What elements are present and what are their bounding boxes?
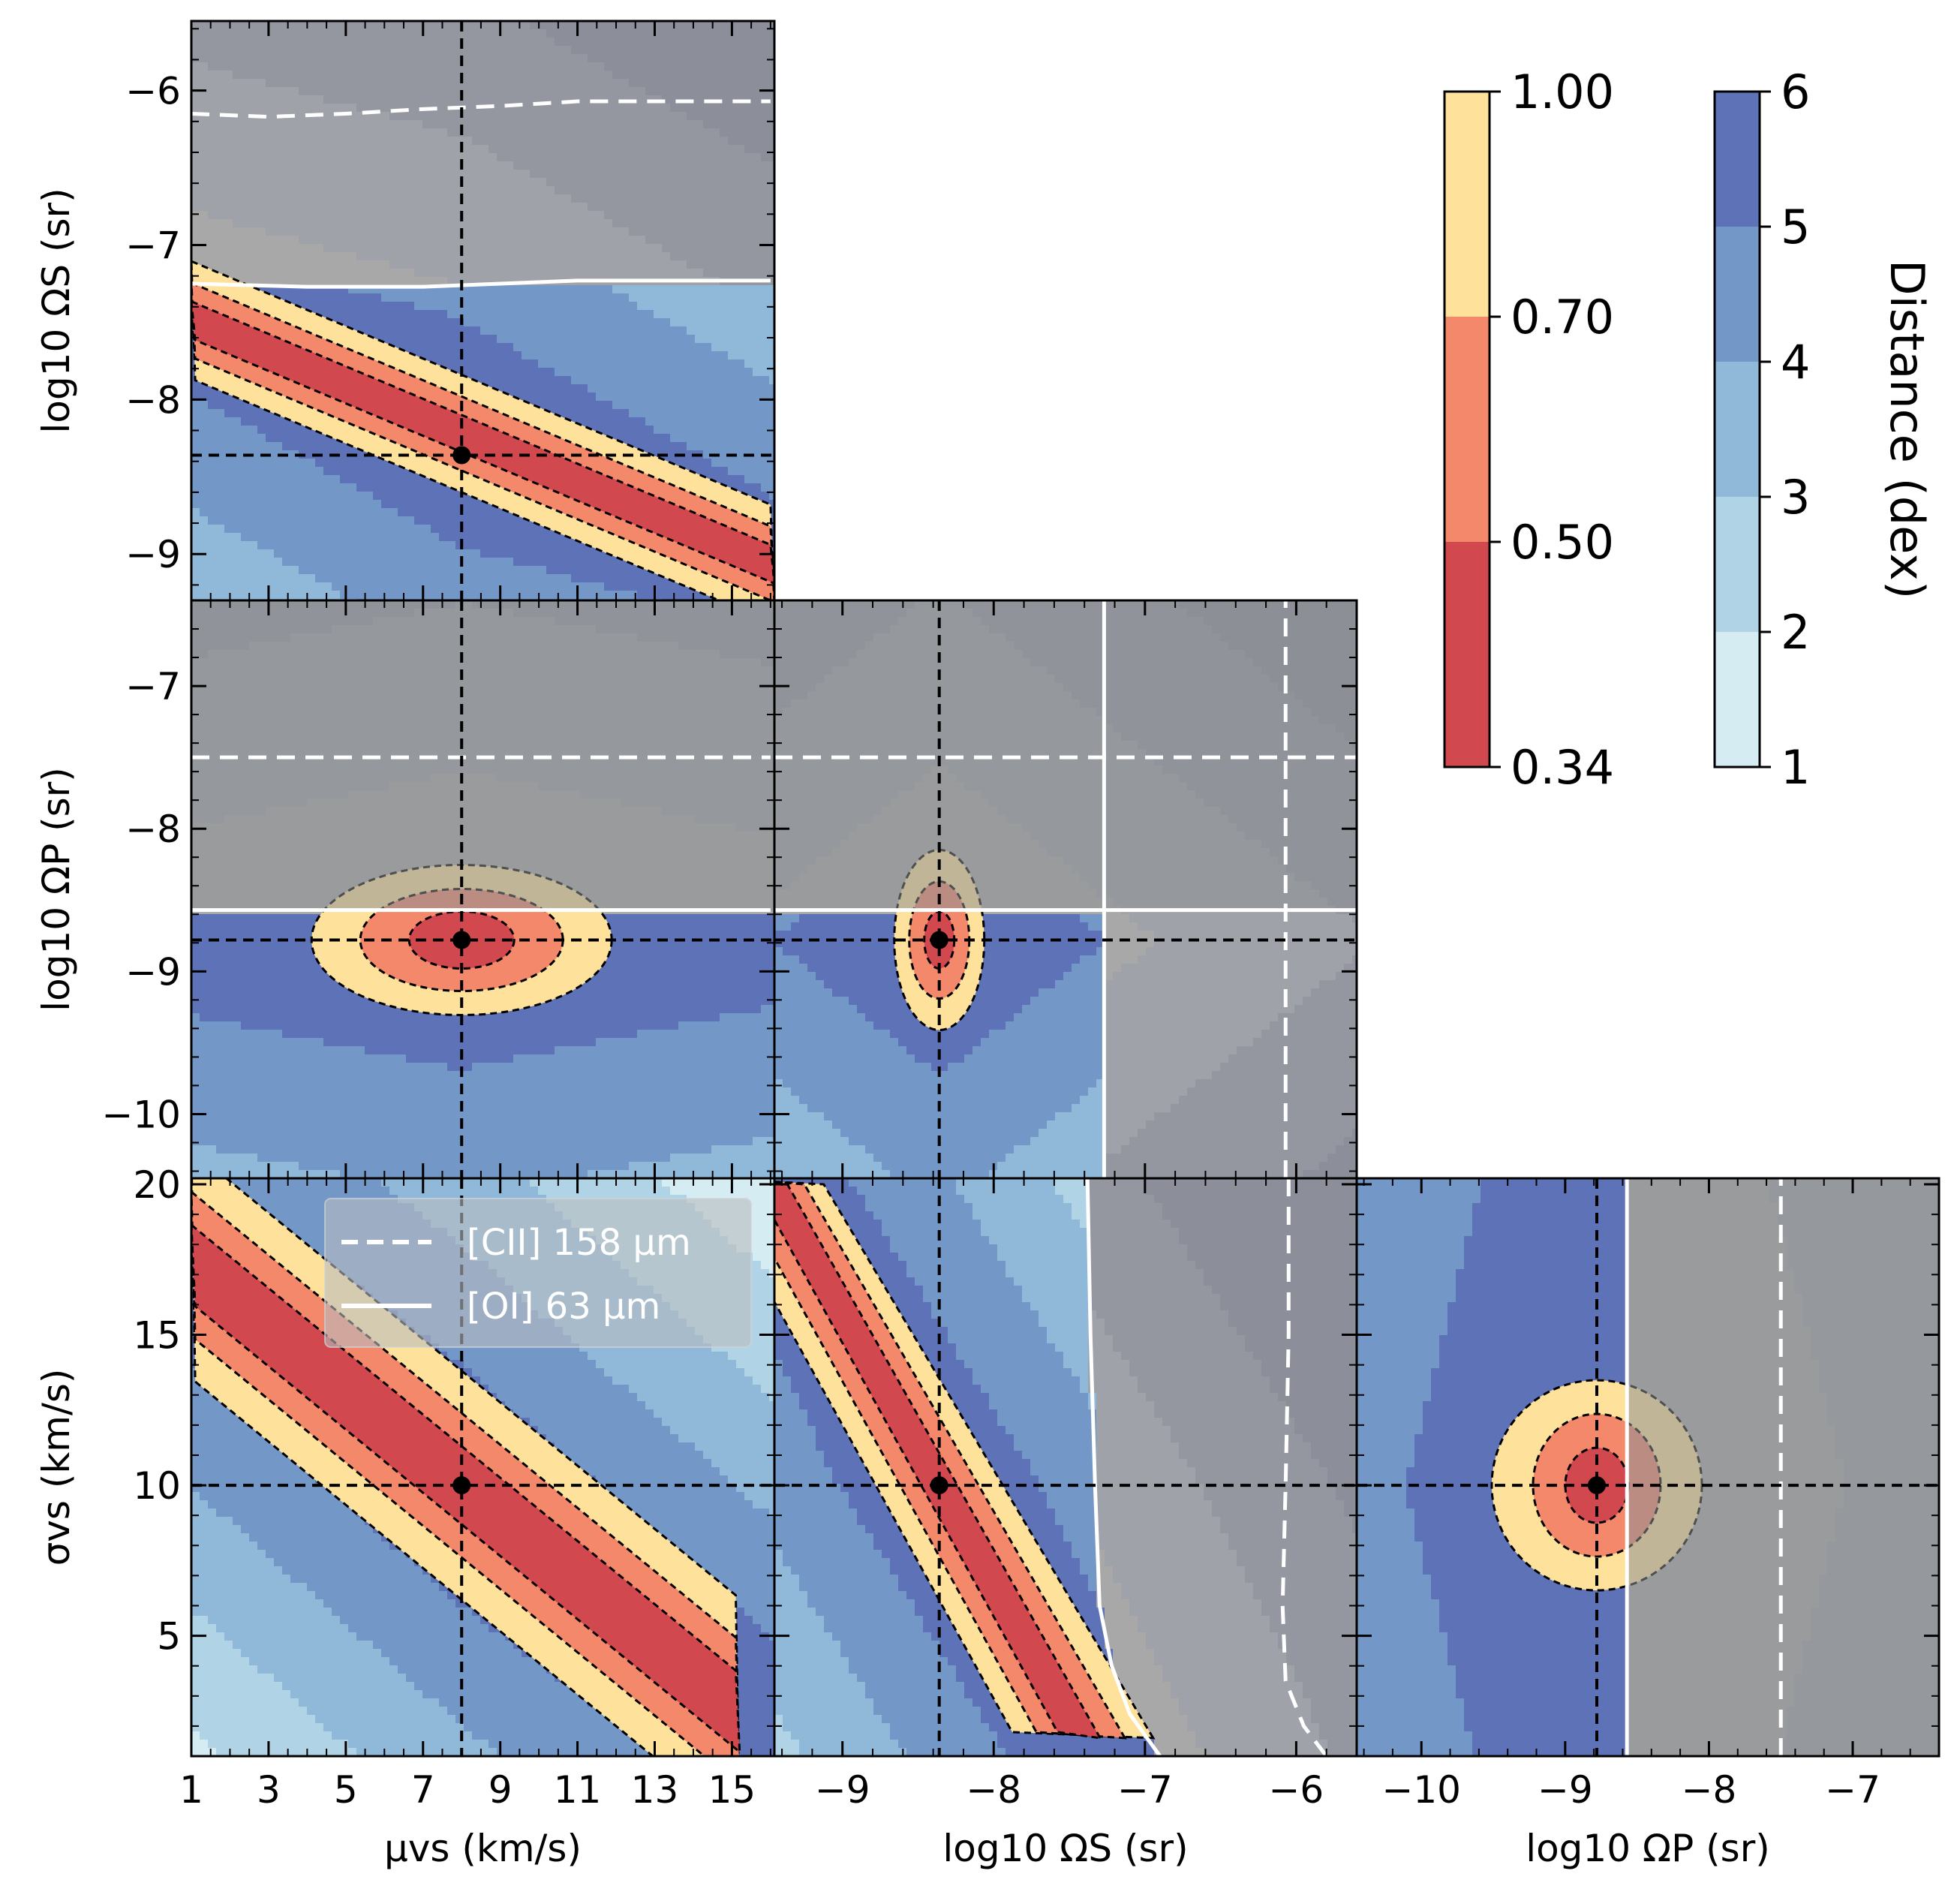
truth-marker <box>1587 1476 1606 1495</box>
prob-colorbar-frame <box>1443 90 1491 769</box>
cii-line <box>1280 1178 1328 1756</box>
ytick-label: −10 <box>101 1093 181 1136</box>
probability-contours-mu-vs-omegaS <box>191 260 774 600</box>
prob-colorbar-tick: 0.50 <box>1511 515 1614 570</box>
ytick-label: 15 <box>133 1314 181 1358</box>
prob-colorbar-tick: 0.70 <box>1511 290 1614 344</box>
panel-omegaS-vs-omegaP <box>774 600 1357 1178</box>
xtick-label: −8 <box>1682 1768 1737 1812</box>
xtick-label: 13 <box>631 1768 679 1812</box>
panel-mu-vs-omegaS <box>191 21 774 600</box>
ytick-label: −7 <box>125 665 181 708</box>
prob-colorbar-band <box>1444 92 1490 317</box>
ytick-label: −9 <box>125 950 181 994</box>
xaxis-label: log10 ΩS (sr) <box>942 1827 1188 1870</box>
prob-colorbar-tick: 0.34 <box>1511 740 1614 795</box>
panel-mu-vs-omegaP <box>191 600 774 1178</box>
xtick-label: 9 <box>488 1768 513 1812</box>
prob-colorbar-band <box>1444 542 1490 767</box>
legend: [CII] 158 μm [OI] 63 μm <box>324 1198 752 1348</box>
ytick-label: −6 <box>125 70 181 113</box>
colorbars: 1.00 0.70 0.50 0.34 6 5 4 3 2 1 Distance (dex) <box>1443 65 1934 795</box>
xtick-label: 7 <box>411 1768 435 1812</box>
xtick-label: 11 <box>554 1768 602 1812</box>
yaxis-label: log10 ΩS (sr) <box>35 188 78 433</box>
panels-layer: −6 −7 −8 −9 log10 ΩS (sr) −7 −8 −9 −10 log10 ΩP (… <box>35 20 1940 1870</box>
ticks-mu-vs-omegaP <box>190 600 774 1178</box>
prob-level-2 <box>191 300 774 585</box>
legend-box <box>324 1198 752 1348</box>
oi-line <box>1085 1178 1162 1756</box>
xtick-label: 3 <box>257 1768 281 1812</box>
xaxis-label: μvs (km/s) <box>384 1827 582 1870</box>
ytick-label: −8 <box>125 808 181 851</box>
distance-colorbar-frame <box>1713 90 1761 769</box>
distance-colorbar-tick: 3 <box>1781 470 1810 525</box>
distance-colorbar-band <box>1715 632 1760 767</box>
xtick-label: 5 <box>334 1768 358 1812</box>
panel-omegaP-vs-sigma <box>1357 1178 1939 1756</box>
masked-veil <box>774 600 1357 910</box>
truth-marker <box>930 1476 948 1495</box>
xtick-label: −7 <box>1117 1768 1173 1812</box>
prob-level-2 <box>774 1181 1102 1740</box>
distance-colorbar-band <box>1715 92 1760 227</box>
masked-veil <box>1627 1178 1939 1756</box>
distance-colorbar-tick: 2 <box>1781 605 1810 660</box>
xaxis-label: log10 ΩP (sr) <box>1526 1827 1770 1870</box>
xtick-label: −8 <box>966 1768 1021 1812</box>
ticks-mu-vs-omegaS <box>190 21 774 600</box>
xtick-label: −9 <box>815 1768 870 1812</box>
xtick-label: −6 <box>1269 1768 1324 1812</box>
distance-colorbar-tick: 6 <box>1781 65 1810 119</box>
ytick-label: −7 <box>125 224 181 268</box>
xtick-label: −7 <box>1825 1768 1880 1812</box>
distance-colorbar-tick: 4 <box>1781 335 1810 390</box>
distance-colorbar-band <box>1715 497 1760 632</box>
xtick-label: 1 <box>179 1768 203 1812</box>
distance-colorbar-band <box>1715 227 1760 362</box>
masked-veil <box>191 600 774 910</box>
ticks-mu-vs-sigma <box>190 1178 774 1757</box>
ticks-omegaS-vs-sigma <box>774 1178 1357 1757</box>
distance-colorbar-title: Distance (dex) <box>1880 260 1934 599</box>
panel-frame-omegaP-vs-sigma <box>1355 1177 1940 1758</box>
xtick-label: −10 <box>1381 1768 1461 1812</box>
ytick-label: −9 <box>125 533 181 576</box>
legend-cii-label: [CII] 158 μm <box>467 1222 691 1264</box>
ytick-label: 20 <box>133 1163 181 1207</box>
yaxis-label: σvs (km/s) <box>35 1369 78 1566</box>
truth-marker <box>452 446 471 465</box>
xtick-label: −9 <box>1538 1768 1593 1812</box>
oi-line <box>191 278 771 289</box>
truth-marker <box>452 931 471 949</box>
truth-marker <box>452 1476 471 1495</box>
prob-colorbar-band <box>1444 317 1490 542</box>
yaxis-label: log10 ΩP (sr) <box>35 767 78 1012</box>
ticks-omegaP-vs-sigma <box>1357 1178 1940 1757</box>
truth-marker <box>930 931 948 949</box>
panel-omegaS-vs-sigma <box>774 1178 1357 1756</box>
distance-colorbar-tick: 5 <box>1781 200 1810 254</box>
xtick-label: 15 <box>708 1768 756 1812</box>
probability-contours-omegaS-vs-sigma <box>774 1181 1156 1740</box>
distance-colorbar-tick: 1 <box>1781 740 1810 795</box>
legend-oi-label: [OI] 63 μm <box>467 1286 660 1328</box>
ytick-label: 5 <box>157 1615 181 1659</box>
ytick-label: 10 <box>133 1464 181 1508</box>
distance-colorbar-band <box>1715 362 1760 497</box>
ytick-label: −8 <box>125 378 181 422</box>
ticks-omegaS-vs-omegaP <box>774 600 1357 1178</box>
prob-colorbar-tick: 1.00 <box>1511 65 1614 119</box>
